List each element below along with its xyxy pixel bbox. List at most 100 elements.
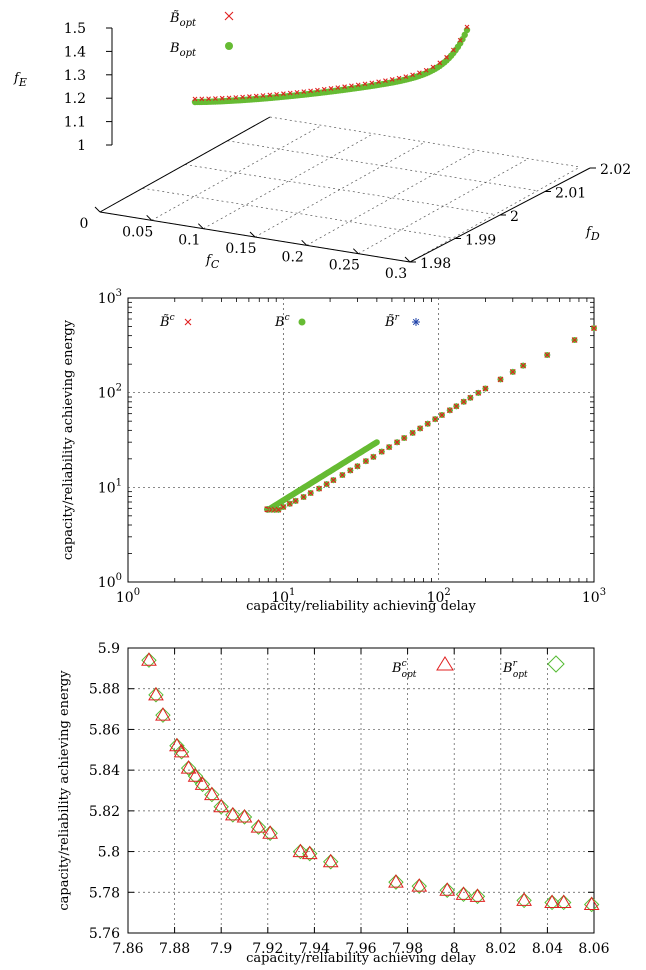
data-point: [141, 652, 157, 666]
data-point: [292, 497, 299, 504]
data-point: [509, 368, 516, 375]
legend-label: B̃r: [384, 313, 400, 330]
data-point: [591, 325, 597, 332]
data-point: [444, 54, 449, 60]
data-point: [187, 768, 204, 784]
data-point: [240, 94, 245, 100]
data-point: [370, 453, 377, 460]
data-point: [141, 652, 157, 668]
data-point: [556, 894, 572, 911]
data-point: [213, 798, 230, 813]
data-point: [301, 845, 318, 860]
legend-label: Bc: [274, 313, 290, 330]
surface-points: [191, 24, 471, 106]
y-axis-label: fD: [585, 225, 600, 243]
data-point: [437, 60, 443, 66]
grid-line: [306, 150, 477, 246]
grid-line: [254, 141, 426, 238]
data-point: [262, 825, 279, 839]
y-tick-label: 2.02: [600, 162, 631, 178]
data-point: [236, 808, 253, 823]
z-axis-label: fE: [13, 71, 27, 89]
y-tick-label: 5.78: [89, 885, 120, 901]
y-tick-label: 102: [98, 383, 122, 402]
data-point: [250, 819, 267, 833]
y-axis-label: capacity/reliability achieving energy: [61, 319, 76, 560]
z-tick-label: 1.4: [64, 44, 86, 60]
grid-line: [227, 140, 538, 192]
y-tick-label: 5.86: [89, 722, 120, 738]
chart-zoom: 7.86 7.88 7.9 7.92 7.94 7.96 7.98 8 8.02 8.04 8.06…: [57, 641, 610, 966]
chart-3d: 1 1.1 1.2 1.3 1.4 1.5 0 0.05 0.1 0.15 0.2 0.25 0.3 1.…: [13, 10, 631, 282]
data-point: [323, 481, 330, 488]
data-point: [328, 86, 334, 91]
x-axis-label: capacity/reliability achieving delay: [246, 951, 476, 966]
data-point: [236, 809, 253, 825]
chart-loglog: 100100101101102102103103capacity/reliabi…: [61, 288, 606, 614]
data-point: [194, 776, 211, 793]
data-point: [409, 429, 416, 436]
data-point: [401, 435, 408, 441]
data-point: [410, 72, 415, 78]
y-tick-label: 1.99: [465, 233, 496, 249]
x-tick: [404, 256, 411, 263]
data-point: [386, 444, 393, 450]
data-point: [424, 420, 431, 427]
data-point: [460, 398, 467, 405]
data-point: [457, 37, 463, 43]
data-point: [497, 376, 504, 383]
legend-label: Bc opt: [391, 659, 417, 680]
data-point: [571, 337, 578, 343]
y-tick-label: 2.01: [555, 186, 586, 202]
data-point: [583, 896, 600, 913]
x-tick: [352, 248, 359, 255]
data-point: [411, 878, 428, 892]
data-point: [260, 93, 266, 98]
data-point: [362, 81, 368, 87]
legend: Bc opt Br opt: [391, 655, 565, 680]
data-point: [475, 389, 482, 396]
x-tick-label: 8.04: [532, 941, 563, 957]
data-point: [388, 874, 404, 890]
x-tick-label: 8.02: [485, 941, 516, 957]
data-point: [544, 894, 560, 908]
z-tick-label: 1.5: [64, 21, 86, 37]
data-point: [300, 494, 307, 500]
data-point: [467, 394, 474, 401]
data-point: [155, 707, 171, 721]
y-tick-label: 5.76: [89, 926, 120, 942]
data-point: [148, 686, 164, 701]
x-tick-label: 8: [450, 941, 459, 957]
x-tick-label: 0.25: [329, 258, 360, 274]
x-tick-label: 7.94: [299, 941, 330, 957]
legend-marker: [436, 656, 454, 671]
x-tick-label: 7.98: [392, 941, 423, 957]
data-point: [275, 506, 282, 513]
data-point: [253, 93, 259, 99]
data-point: [411, 878, 427, 894]
x-tick-label: 0.1: [178, 233, 200, 249]
z-tick-label: 1.3: [64, 68, 86, 84]
data-point: [453, 403, 460, 410]
data-point: [464, 24, 470, 30]
z-tick-label: 1: [77, 138, 86, 154]
y-tick-label: 1.98: [420, 256, 451, 272]
x-tick-label: 7.9: [210, 941, 232, 957]
data-point: [187, 768, 204, 782]
data-point: [430, 64, 436, 70]
data-point: [169, 737, 185, 752]
grid-line: [203, 133, 374, 229]
x-tick: [249, 231, 256, 238]
data-point: [376, 79, 381, 85]
legend-marker: [224, 11, 234, 21]
x-tick: [94, 206, 101, 213]
data-point: [544, 352, 551, 358]
x-tick-label: 7.96: [345, 941, 376, 957]
x-tick-label: 7.88: [159, 941, 190, 957]
data-point: [335, 85, 341, 90]
data-point: [432, 416, 439, 423]
data-point: [204, 786, 220, 803]
y-axis-label: capacity/reliability achieving energy: [57, 670, 72, 911]
y-tick-label: 5.88: [89, 682, 120, 698]
